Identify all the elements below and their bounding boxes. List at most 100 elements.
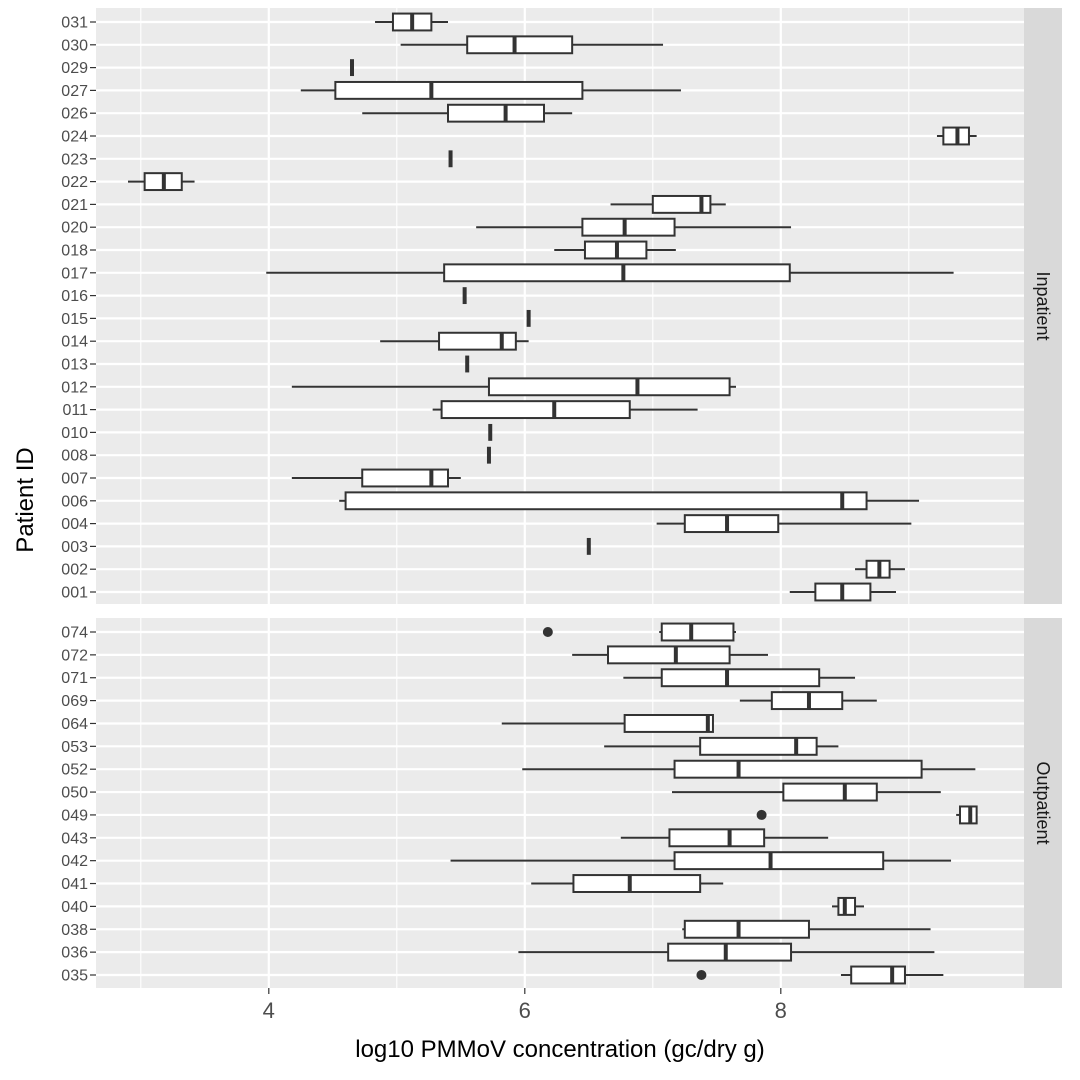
category-label-041: 041 [61,876,88,893]
box-002 [855,559,905,579]
panel-outpatient: 074 072 071 069 064 053 052 050 049 043 042 041 040 0… [61,618,1062,988]
category-label-043: 043 [61,830,88,847]
category-label-031: 031 [61,15,88,32]
panel-background [96,618,1024,988]
outlier-035 [696,970,707,980]
category-label-049: 049 [61,807,88,824]
category-label-008: 008 [61,448,88,465]
box-rect-026 [447,103,545,123]
category-label-022: 022 [61,174,88,191]
category-label-014: 014 [61,334,88,351]
box-004 [656,514,912,534]
category-label-074: 074 [61,625,88,642]
box-040 [832,896,864,916]
box-049 [756,805,978,825]
category-label-021: 021 [61,197,88,214]
box-036 [518,942,935,962]
category-label-016: 016 [61,288,88,305]
box-053 [604,736,839,756]
box-069 [739,691,877,711]
box-074 [542,622,736,642]
box-022 [128,172,195,192]
category-label-006: 006 [61,493,88,510]
panel-inpatient: 031 030 029 027 026 024 023 022 021 020 018 017 016 0… [61,8,1062,604]
box-rect-014 [438,331,517,351]
box-rect-020 [581,217,676,237]
box-001 [789,582,896,602]
box-rect-038 [683,919,810,939]
box-031 [375,12,448,32]
category-label-001: 001 [61,585,88,602]
box-rect-030 [466,35,574,55]
box-rect-072 [607,645,731,665]
category-label-012: 012 [61,379,88,396]
facet-strip-inpatient [1024,8,1062,604]
category-label-052: 052 [61,762,88,779]
category-label-071: 071 [61,670,88,687]
box-043 [620,828,829,848]
category-label-024: 024 [61,129,88,146]
box-rect-036 [667,942,793,962]
category-label-064: 064 [61,716,88,733]
category-label-036: 036 [61,945,88,962]
box-018 [554,240,676,260]
x-axis-title: log10 PMMoV concentration (gc/dry g) [355,1036,765,1063]
x-tick-label: 4 [263,998,275,1023]
box-026 [362,103,573,123]
category-label-023: 023 [61,151,88,168]
box-017 [266,263,954,283]
box-rect-053 [699,736,818,756]
box-rect-004 [683,514,780,534]
box-021 [610,194,726,214]
category-label-010: 010 [61,425,88,442]
box-011 [432,400,698,420]
box-rect-027 [334,80,584,100]
box-038 [682,919,931,939]
category-label-029: 029 [61,60,88,77]
box-014 [380,331,529,351]
box-rect-021 [651,194,712,214]
category-label-030: 030 [61,37,88,54]
y-axis-title: Patient ID [12,447,39,552]
facet-strip-outpatient [1024,618,1062,988]
category-label-003: 003 [61,539,88,556]
category-label-040: 040 [61,899,88,916]
box-rect-006 [344,491,868,511]
box-064 [501,714,714,733]
category-label-069: 069 [61,693,88,710]
category-label-027: 027 [61,83,88,100]
category-label-072: 072 [61,647,88,664]
facet-label-outpatient: Outpatient [1033,761,1053,844]
category-label-002: 002 [61,562,88,579]
box-rect-071 [660,668,821,688]
category-label-018: 018 [61,243,88,260]
box-012 [291,377,736,397]
box-rect-074 [660,622,735,642]
chart-panels: 031 030 029 027 026 024 023 022 021 020 018 017 016 0… [61,8,1062,988]
outlier-074 [542,627,553,637]
x-axis: 4 6 8 [263,988,787,1023]
category-label-053: 053 [61,739,88,756]
box-030 [400,35,664,55]
box-rect-035 [850,965,906,985]
box-rect-043 [668,828,766,848]
box-rect-007 [361,468,449,488]
outlier-049 [756,809,767,820]
box-024 [936,126,977,146]
x-tick-label: 6 [519,998,531,1023]
box-035 [696,965,944,985]
category-label-038: 038 [61,922,88,939]
box-072 [572,645,768,665]
box-rect-064 [623,714,714,733]
category-label-011: 011 [62,402,88,419]
category-label-017: 017 [61,265,88,282]
box-027 [300,80,681,100]
box-042 [450,851,952,871]
category-label-035: 035 [61,968,88,985]
box-052 [522,759,976,779]
box-rect-041 [572,874,702,893]
box-007 [291,468,461,488]
box-rect-017 [443,263,791,283]
category-label-013: 013 [61,357,88,374]
category-label-026: 026 [61,106,88,123]
